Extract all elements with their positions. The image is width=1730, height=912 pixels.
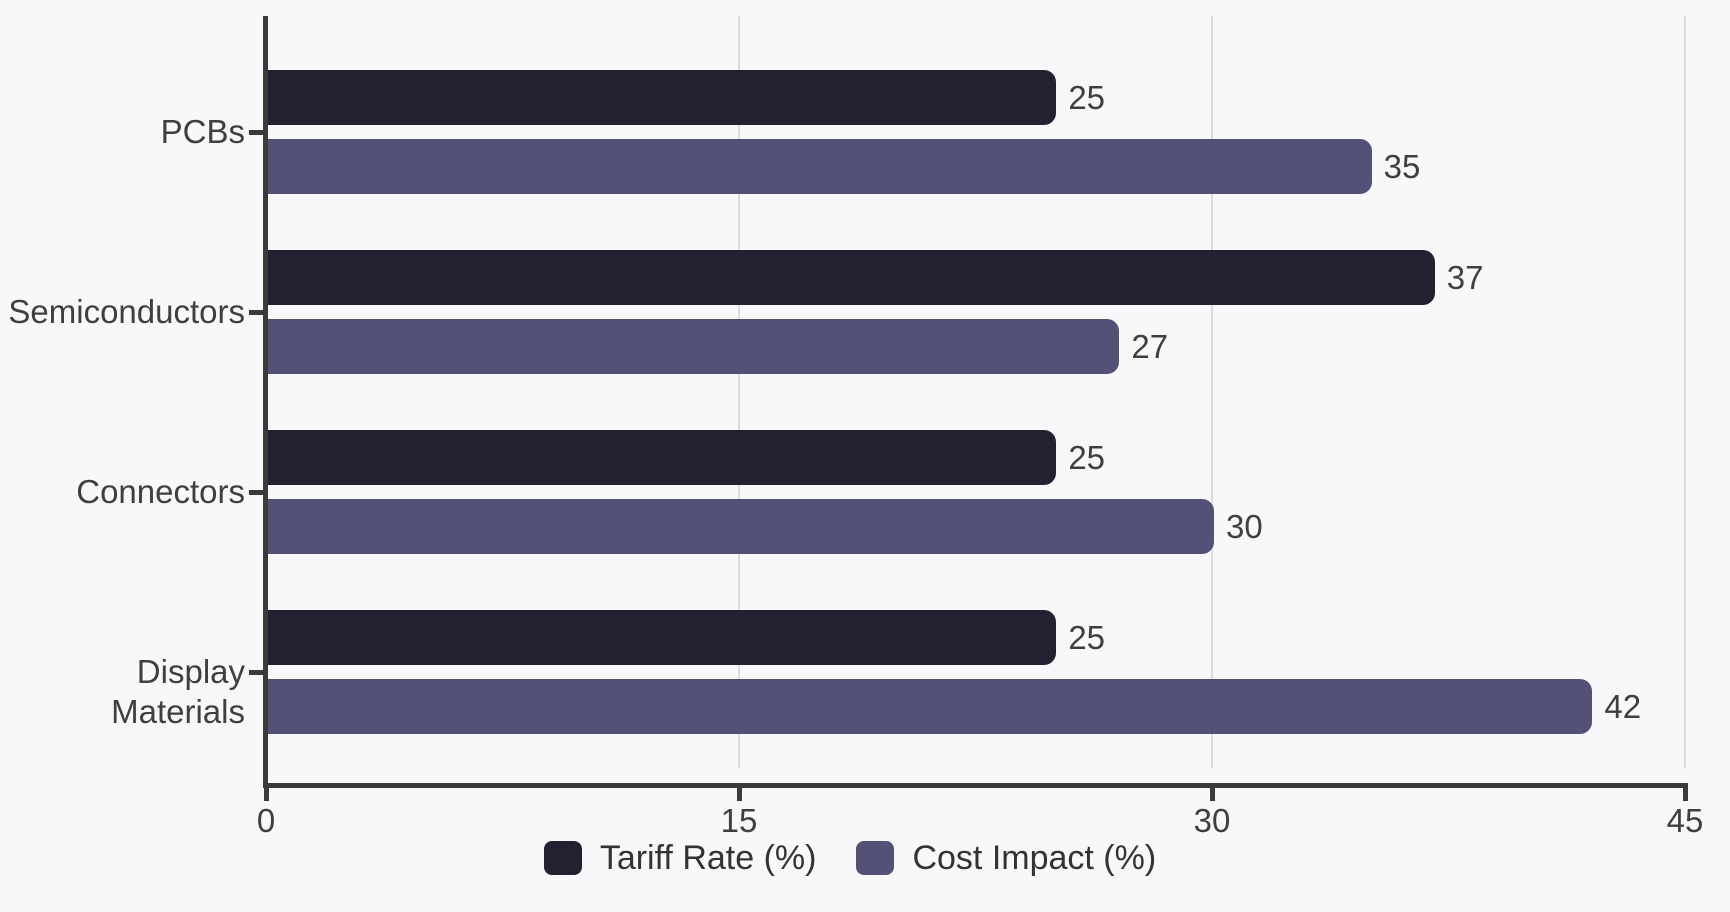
x-tick-label-45: 45	[1666, 802, 1704, 839]
value-label-cost-impact-display-materials: 42	[1604, 688, 1642, 725]
x-tick-45	[1682, 783, 1688, 801]
legend-label-cost-impact: Cost Impact (%)	[912, 839, 1157, 877]
value-label-tariff-rate-pcbs: 25	[1068, 79, 1106, 116]
bar-tariff-rate-connectors	[268, 430, 1057, 485]
x-tick-0	[263, 783, 269, 801]
x-tick-label-15: 15	[720, 802, 758, 839]
bar-cost-impact-pcbs	[268, 139, 1372, 194]
x-tick-label-0: 0	[256, 802, 276, 839]
category-label-display-materials: Display Materials	[111, 653, 245, 730]
legend-label-tariff-rate: Tariff Rate (%)	[599, 839, 817, 877]
y-tick-connectors	[249, 489, 264, 495]
bar-cost-impact-connectors	[268, 499, 1214, 554]
legend-item-tariff-rate: Tariff Rate (%)	[543, 839, 817, 877]
legend-swatch-cost-impact	[856, 841, 895, 875]
y-axis-line	[263, 16, 268, 788]
bar-tariff-rate-display-materials	[268, 610, 1057, 665]
value-label-cost-impact-connectors: 30	[1226, 508, 1263, 545]
bar-cost-impact-display-materials	[268, 679, 1593, 734]
gridline-45	[1684, 16, 1686, 768]
legend-item-cost-impact: Cost Impact (%)	[856, 839, 1156, 877]
y-tick-pcbs	[249, 129, 264, 135]
category-label-pcbs: PCBs	[160, 113, 245, 150]
value-label-cost-impact-semiconductors: 27	[1131, 328, 1169, 365]
x-tick-15	[736, 783, 742, 801]
bar-tariff-rate-semiconductors	[268, 250, 1435, 305]
legend-swatch-tariff-rate	[543, 841, 582, 875]
x-tick-30	[1209, 783, 1215, 801]
category-label-connectors: Connectors	[76, 473, 245, 510]
y-tick-semiconductors	[249, 309, 264, 315]
gridline-15	[738, 16, 740, 768]
value-label-tariff-rate-semiconductors: 37	[1446, 259, 1484, 296]
x-axis-line	[263, 783, 1688, 788]
gridline-30	[1211, 16, 1213, 768]
value-label-cost-impact-pcbs: 35	[1383, 148, 1421, 185]
bar-cost-impact-semiconductors	[268, 319, 1120, 374]
y-tick-display-materials	[249, 669, 264, 675]
category-label-semiconductors: Semiconductors	[8, 293, 245, 330]
value-label-tariff-rate-connectors: 25	[1068, 439, 1106, 476]
legend: Tariff Rate (%) Cost Impact (%)	[0, 839, 1700, 877]
value-label-tariff-rate-display-materials: 25	[1068, 619, 1106, 656]
bar-tariff-rate-pcbs	[268, 70, 1057, 125]
x-tick-label-30: 30	[1193, 802, 1231, 839]
